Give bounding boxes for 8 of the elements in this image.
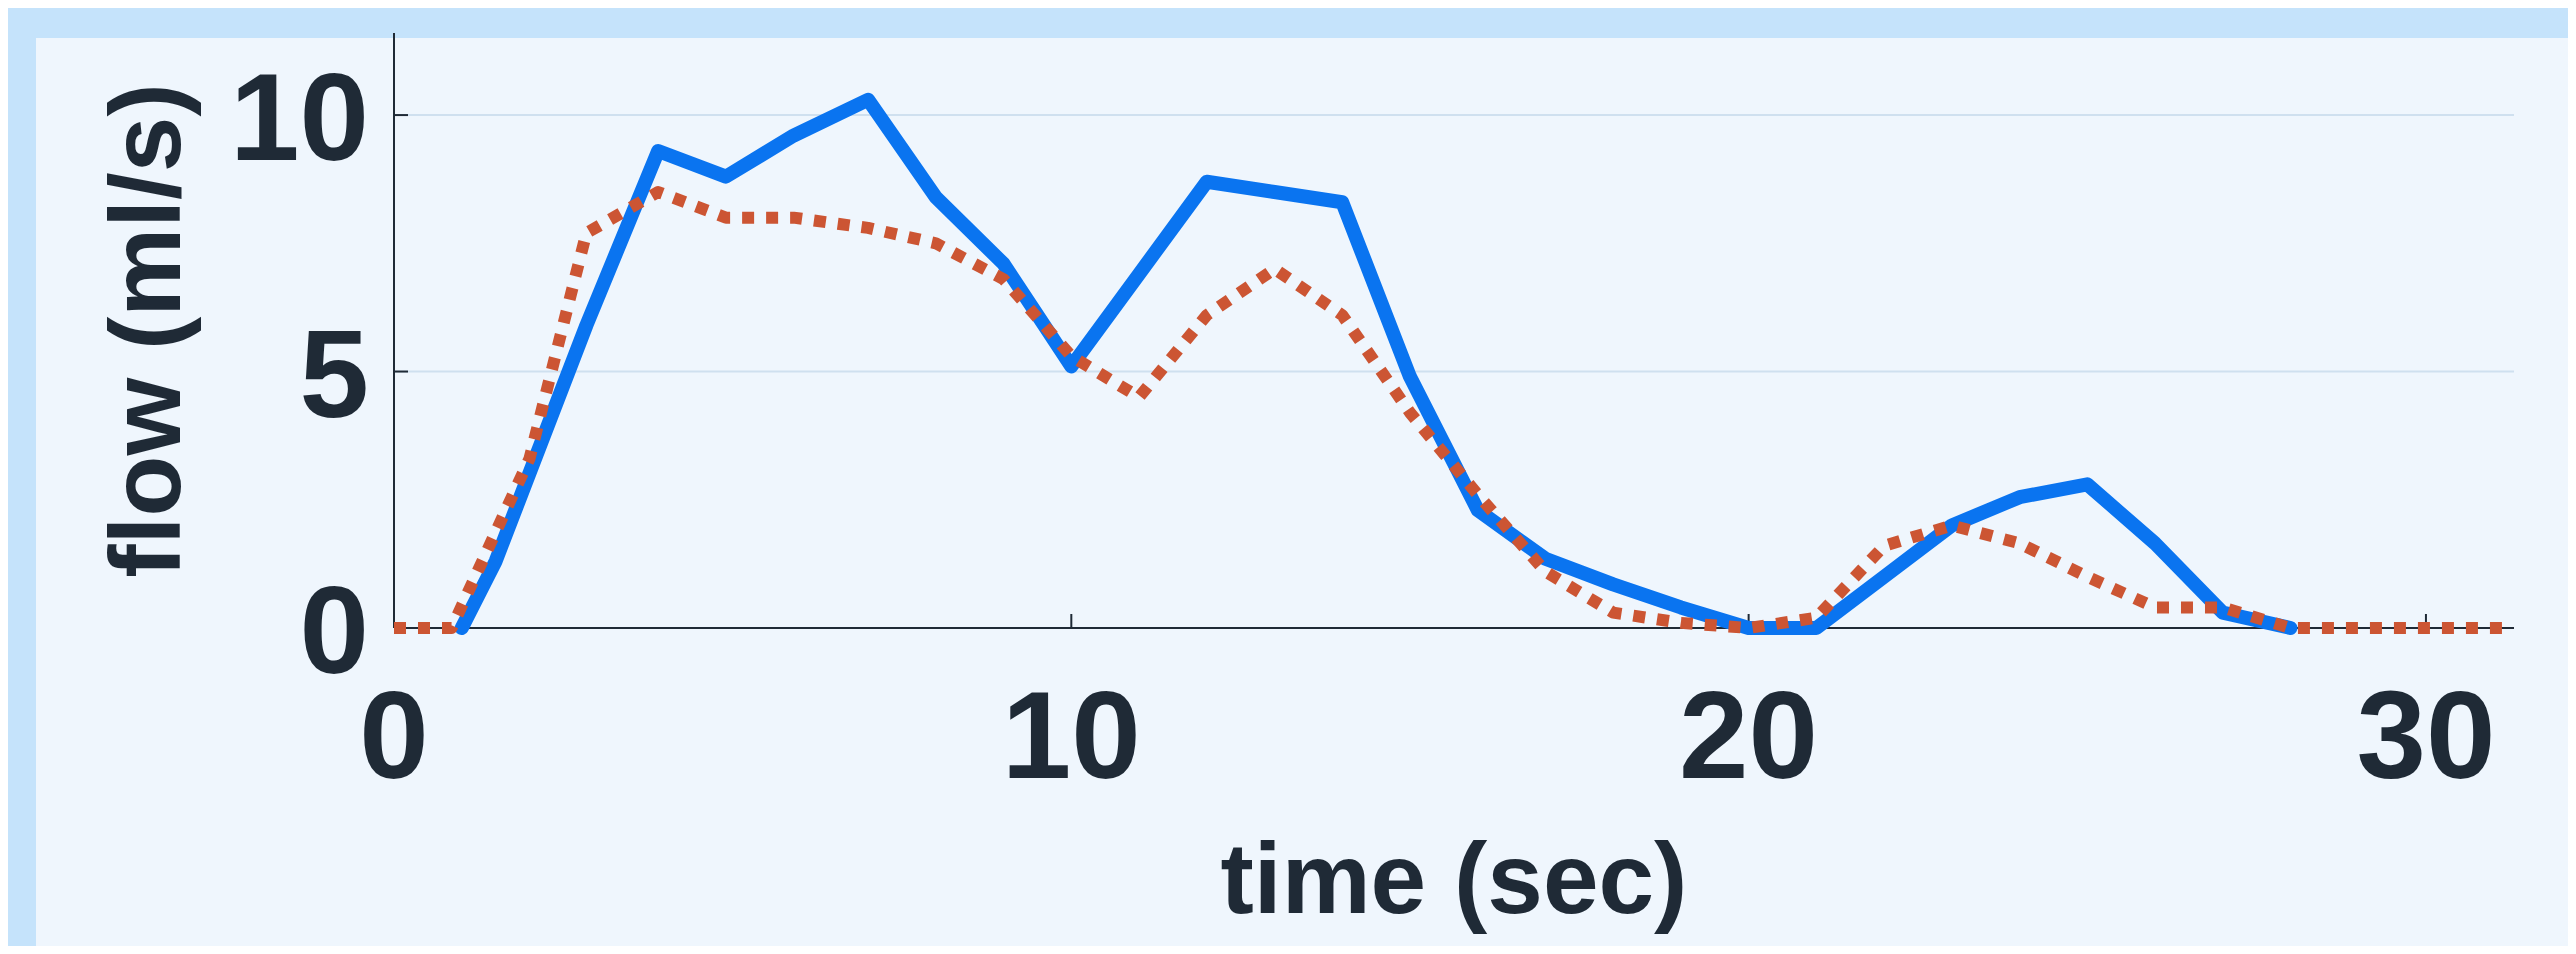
x-tick-label: 10 [1001, 665, 1141, 804]
y-tick-label: 10 [229, 47, 369, 187]
x-tick-label: 30 [2356, 665, 2496, 804]
x-axis-title: time (sec) [1220, 822, 1688, 934]
y-tick-label: 5 [299, 303, 369, 443]
y-tick-label: 0 [299, 560, 369, 699]
y-axis-title: flow (ml/s) [89, 83, 201, 578]
x-tick-label: 20 [1679, 665, 1819, 804]
